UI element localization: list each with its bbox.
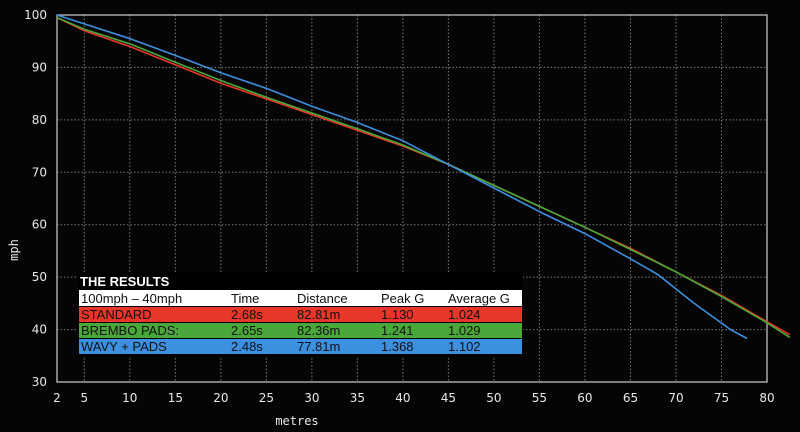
results-cell: 1.024 bbox=[448, 307, 481, 322]
x-tick-label: 40 bbox=[395, 391, 410, 405]
series-line-brembo-pads bbox=[56, 16, 791, 339]
results-cell: STANDARD bbox=[81, 307, 152, 322]
y-tick-label: 80 bbox=[32, 113, 47, 127]
x-tick-label: 20 bbox=[213, 391, 228, 405]
results-cell: 2.68s bbox=[231, 307, 263, 322]
x-tick-label: 50 bbox=[486, 391, 501, 405]
plot-frame bbox=[56, 14, 768, 383]
y-tick-label: 40 bbox=[32, 323, 47, 337]
results-row bbox=[79, 307, 522, 322]
results-header-cell: Average G bbox=[448, 291, 510, 306]
y-tick-label: 30 bbox=[32, 375, 47, 389]
results-header-cell: Distance bbox=[297, 291, 348, 306]
y-tick-label: 70 bbox=[32, 165, 47, 179]
series-lines bbox=[56, 14, 791, 340]
results-cell: 2.48s bbox=[231, 339, 263, 354]
x-tick-label: 45 bbox=[441, 391, 456, 405]
series-line-wavy-pads bbox=[56, 14, 748, 340]
results-row bbox=[79, 323, 522, 338]
x-tick-label: 35 bbox=[350, 391, 365, 405]
y-axis-title: mph bbox=[7, 239, 21, 261]
results-table: THE RESULTS 100mph – 40mph Time Distance Pea… bbox=[78, 272, 523, 356]
x-tick-label: 15 bbox=[168, 391, 183, 405]
y-tick-label: 60 bbox=[32, 218, 47, 232]
x-tick-label: 70 bbox=[668, 391, 683, 405]
results-header-row bbox=[79, 290, 522, 306]
x-tick-label: 2 bbox=[53, 391, 61, 405]
results-cell: 1.368 bbox=[381, 339, 414, 354]
results-cell: 1.102 bbox=[448, 339, 481, 354]
results-cell: BREMBO PADS: bbox=[81, 323, 179, 338]
x-tick-label: 25 bbox=[259, 391, 274, 405]
results-title: THE RESULTS bbox=[80, 274, 170, 289]
results-cell: 1.029 bbox=[448, 323, 481, 338]
results-cell: 1.241 bbox=[381, 323, 414, 338]
axes: 2 5 10 15 20 25 30 35 40 45 50 55 60 65 70 75 8030405060… bbox=[24, 8, 775, 405]
x-tick-label: 60 bbox=[577, 391, 592, 405]
x-tick-label: 5 bbox=[80, 391, 88, 405]
x-tick-label: 10 bbox=[122, 391, 137, 405]
results-cell: 77.81m bbox=[297, 339, 340, 354]
results-header-cell: Peak G bbox=[381, 291, 424, 306]
results-cell: 82.81m bbox=[297, 307, 340, 322]
x-tick-label: 30 bbox=[304, 391, 319, 405]
results-cell: 82.36m bbox=[297, 323, 340, 338]
y-tick-label: 90 bbox=[32, 60, 47, 74]
results-cell: WAVY + PADS bbox=[81, 339, 167, 354]
x-tick-label: 65 bbox=[623, 391, 638, 405]
results-header-cell: 100mph – 40mph bbox=[81, 291, 182, 306]
x-axis-title: metres bbox=[275, 414, 318, 428]
results-cell: 1.130 bbox=[381, 307, 414, 322]
x-tick-label: 55 bbox=[532, 391, 547, 405]
results-cell: 2.65s bbox=[231, 323, 263, 338]
y-tick-label: 100 bbox=[24, 8, 47, 22]
results-row bbox=[79, 339, 522, 354]
y-tick-label: 50 bbox=[32, 270, 47, 284]
results-header-cell: Time bbox=[231, 291, 259, 306]
x-tick-label: 75 bbox=[714, 391, 729, 405]
x-tick-label: 80 bbox=[759, 391, 774, 405]
